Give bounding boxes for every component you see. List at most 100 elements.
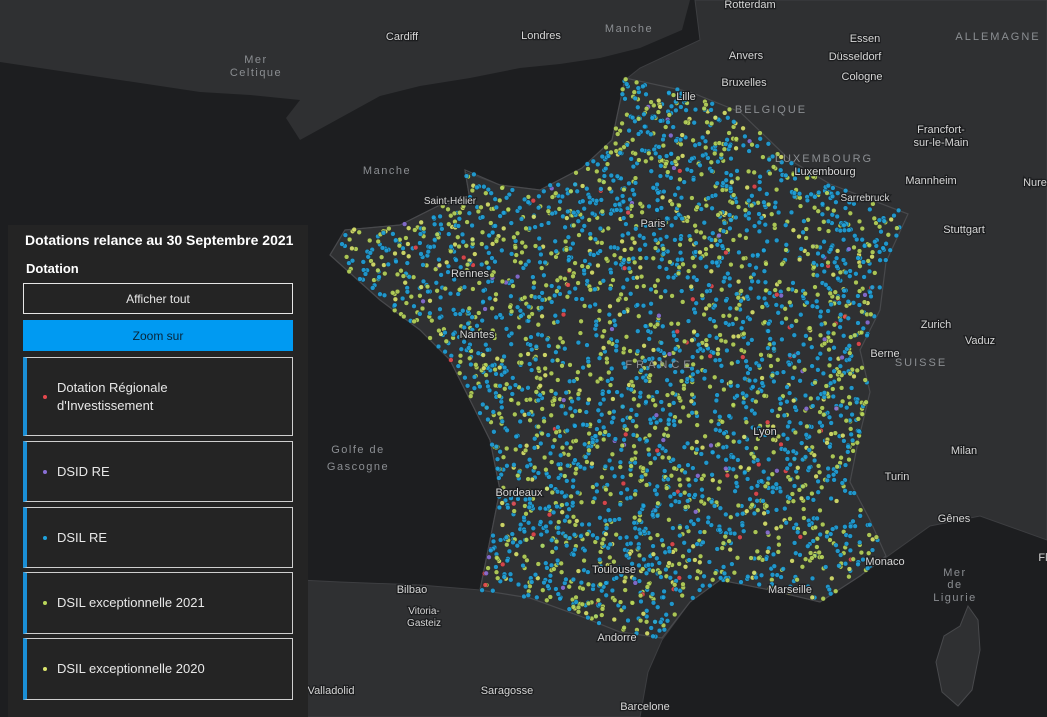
site-point[interactable]: [611, 616, 617, 623]
site-point[interactable]: [764, 419, 771, 425]
site-point[interactable]: [778, 524, 784, 530]
site-point[interactable]: [842, 561, 849, 567]
site-point[interactable]: [383, 247, 390, 254]
site-point[interactable]: [795, 465, 801, 471]
site-point[interactable]: [752, 529, 759, 535]
site-point[interactable]: [475, 208, 482, 215]
site-point[interactable]: [617, 464, 623, 470]
site-point[interactable]: [773, 187, 780, 193]
site-point[interactable]: [733, 136, 739, 142]
site-point[interactable]: [791, 190, 798, 196]
site-point[interactable]: [620, 86, 626, 92]
site-point[interactable]: [436, 257, 442, 263]
site-point[interactable]: [857, 539, 863, 546]
site-point[interactable]: [632, 358, 638, 364]
site-point[interactable]: [868, 293, 874, 300]
site-point[interactable]: [526, 488, 532, 494]
site-point[interactable]: [816, 226, 823, 232]
site-point[interactable]: [826, 347, 832, 353]
site-point[interactable]: [542, 352, 548, 358]
site-point[interactable]: [650, 255, 656, 261]
site-point[interactable]: [679, 132, 685, 138]
site-point[interactable]: [629, 203, 635, 209]
site-point[interactable]: [496, 475, 502, 481]
site-point[interactable]: [738, 288, 744, 294]
site-point[interactable]: [754, 498, 760, 504]
site-point[interactable]: [827, 537, 833, 543]
site-point[interactable]: [606, 410, 613, 416]
site-point[interactable]: [442, 330, 448, 336]
site-point[interactable]: [525, 194, 532, 200]
site-point[interactable]: [490, 588, 496, 594]
site-point[interactable]: [643, 619, 650, 625]
site-point[interactable]: [555, 344, 561, 350]
site-point[interactable]: [801, 515, 807, 521]
site-point[interactable]: [607, 517, 613, 523]
site-point[interactable]: [767, 353, 774, 359]
site-point[interactable]: [732, 488, 738, 494]
site-point[interactable]: [648, 286, 654, 293]
site-point[interactable]: [404, 289, 411, 295]
site-point[interactable]: [424, 284, 431, 290]
site-point[interactable]: [678, 236, 684, 242]
site-point[interactable]: [819, 405, 825, 411]
site-point[interactable]: [824, 440, 830, 446]
site-point[interactable]: [819, 211, 826, 217]
site-point[interactable]: [406, 225, 412, 231]
site-point[interactable]: [724, 434, 731, 440]
site-point[interactable]: [755, 295, 762, 301]
site-point[interactable]: [609, 587, 616, 594]
site-point[interactable]: [745, 341, 751, 347]
site-point[interactable]: [654, 555, 660, 561]
site-point[interactable]: [765, 345, 771, 351]
site-point[interactable]: [486, 554, 492, 560]
site-point[interactable]: [586, 431, 592, 437]
site-point[interactable]: [836, 563, 842, 569]
site-point[interactable]: [624, 486, 630, 493]
site-point[interactable]: [838, 413, 844, 419]
site-point[interactable]: [756, 555, 762, 561]
site-point[interactable]: [579, 263, 585, 269]
site-point[interactable]: [635, 131, 642, 137]
site-point[interactable]: [592, 433, 598, 439]
site-point[interactable]: [610, 277, 616, 283]
site-point[interactable]: [509, 251, 515, 257]
site-point[interactable]: [719, 378, 725, 384]
site-point[interactable]: [662, 288, 668, 294]
site-point[interactable]: [622, 587, 628, 593]
site-point[interactable]: [700, 583, 706, 589]
site-point[interactable]: [866, 532, 872, 538]
site-point[interactable]: [752, 410, 758, 417]
site-point[interactable]: [497, 365, 503, 371]
site-point[interactable]: [479, 229, 486, 235]
site-point[interactable]: [812, 524, 819, 531]
site-point[interactable]: [646, 336, 652, 342]
site-point[interactable]: [749, 142, 755, 148]
site-point[interactable]: [778, 177, 784, 183]
site-point[interactable]: [619, 474, 626, 480]
site-point[interactable]: [698, 255, 704, 261]
site-point[interactable]: [547, 519, 554, 526]
site-point[interactable]: [708, 499, 715, 505]
site-point[interactable]: [665, 433, 671, 439]
site-point[interactable]: [655, 109, 662, 115]
site-point[interactable]: [688, 398, 695, 404]
site-point[interactable]: [825, 308, 831, 314]
site-point[interactable]: [598, 186, 604, 192]
site-point[interactable]: [717, 479, 723, 485]
site-point[interactable]: [557, 433, 563, 439]
site-point[interactable]: [634, 284, 640, 290]
site-point[interactable]: [692, 557, 698, 563]
site-point[interactable]: [888, 216, 894, 223]
site-point[interactable]: [694, 439, 700, 445]
site-point[interactable]: [469, 222, 475, 229]
site-point[interactable]: [405, 241, 411, 247]
site-point[interactable]: [785, 286, 792, 292]
site-point[interactable]: [564, 501, 570, 507]
site-point[interactable]: [586, 447, 592, 453]
site-point[interactable]: [757, 186, 763, 192]
site-point[interactable]: [436, 262, 443, 268]
site-point[interactable]: [762, 222, 768, 228]
site-point[interactable]: [597, 549, 604, 555]
site-point[interactable]: [610, 396, 616, 402]
